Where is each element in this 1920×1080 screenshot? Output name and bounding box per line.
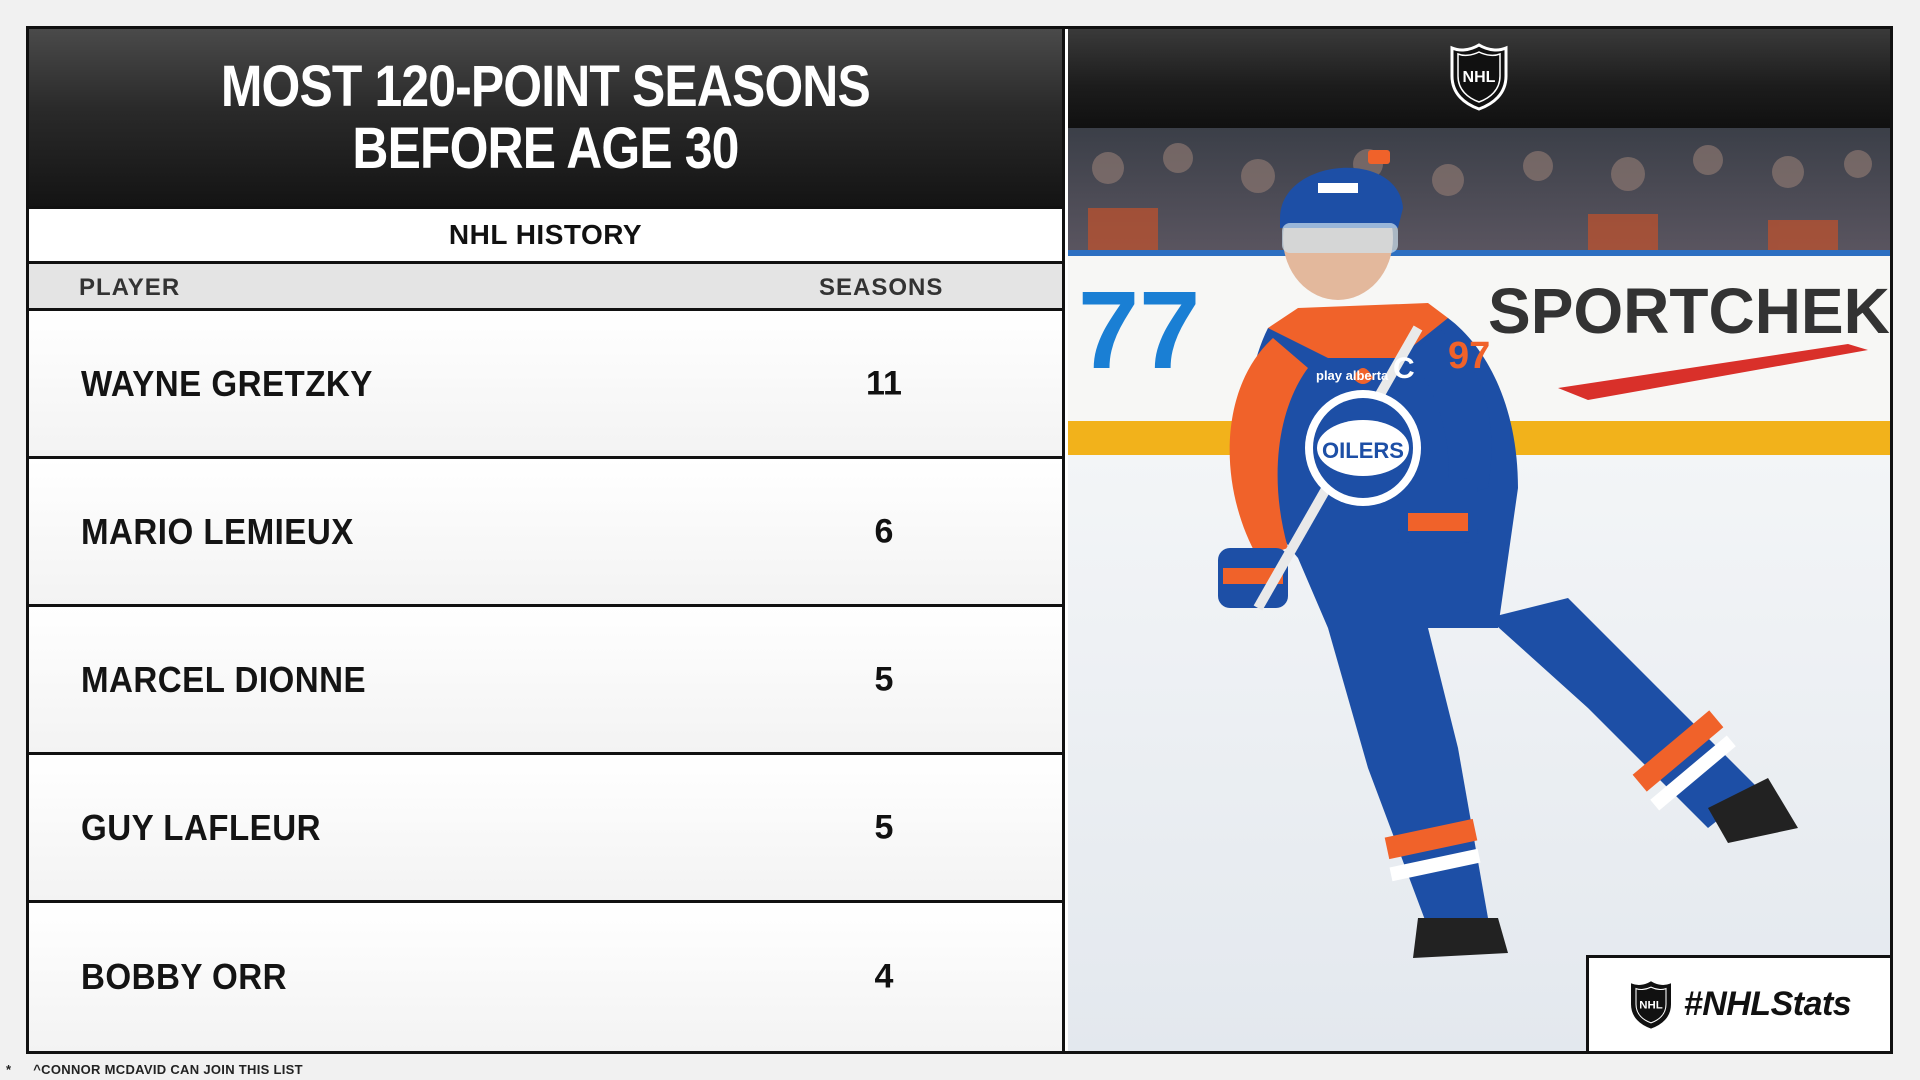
column-player: PLAYER bbox=[79, 274, 181, 301]
title-line-1: MOST 120-POINT SEASONS bbox=[220, 53, 871, 119]
player-name: MARIO LEMIEUX bbox=[81, 510, 354, 552]
jersey-sponsor: play alberta bbox=[1316, 368, 1389, 383]
infographic-frame: MOST 120-POINT SEASONS BEFORE AGE 30 NHL… bbox=[26, 26, 1893, 1054]
title-box: MOST 120-POINT SEASONS BEFORE AGE 30 bbox=[29, 29, 1062, 209]
board-number: 77 bbox=[1078, 269, 1200, 392]
board-sponsor: SPORTCHEK bbox=[1488, 275, 1890, 347]
footnote-text: ^CONNOR MCDAVID CAN JOIN THIS LIST bbox=[33, 1062, 303, 1077]
season-count: 6 bbox=[874, 512, 894, 550]
svg-text:NHL: NHL bbox=[1463, 69, 1496, 86]
season-count: 5 bbox=[874, 808, 894, 846]
player-name: MARCEL DIONNE bbox=[81, 658, 367, 700]
title-line-2: BEFORE AGE 30 bbox=[352, 115, 739, 181]
season-count: 5 bbox=[874, 660, 894, 698]
column-header: PLAYER SEASONS bbox=[29, 264, 1062, 311]
footnote: * ^CONNOR MCDAVID CAN JOIN THIS LIST bbox=[6, 1062, 303, 1077]
player-name: BOBBY ORR bbox=[81, 956, 287, 997]
table-row: WAYNE GRETZKY 11 bbox=[29, 311, 1062, 459]
crest-text: OILERS bbox=[1322, 438, 1404, 463]
table-row: MARCEL DIONNE 5 bbox=[29, 607, 1062, 755]
stats-panel: MOST 120-POINT SEASONS BEFORE AGE 30 NHL… bbox=[29, 29, 1065, 1051]
column-seasons: SEASONS bbox=[819, 274, 944, 301]
season-count: 4 bbox=[874, 957, 894, 996]
hashtag-box: NHL #NHLStats bbox=[1586, 955, 1890, 1051]
captain-letter: C bbox=[1393, 352, 1415, 385]
footnote-marker: * bbox=[6, 1062, 12, 1077]
player-photo: 77 SPORTCHEK bbox=[1068, 128, 1890, 1051]
subheader: NHL HISTORY bbox=[29, 209, 1062, 264]
svg-text:NHL: NHL bbox=[1639, 999, 1662, 1011]
table-row: GUY LAFLEUR 5 bbox=[29, 755, 1062, 903]
logo-bar: NHL bbox=[1068, 29, 1890, 128]
hashtag-text: #NHLStats bbox=[1683, 985, 1852, 1023]
table-row: BOBBY ORR 4 bbox=[29, 903, 1062, 1051]
hockey-player-illustration: 77 SPORTCHEK bbox=[1068, 128, 1890, 1051]
nhl-shield-icon: NHL bbox=[1450, 43, 1508, 111]
player-name: GUY LAFLEUR bbox=[81, 806, 321, 848]
season-count: 11 bbox=[866, 364, 902, 402]
photo-panel: NHL bbox=[1068, 29, 1890, 1051]
player-name: WAYNE GRETZKY bbox=[81, 362, 373, 404]
table-body: WAYNE GRETZKY 11 MARIO LEMIEUX 6 MARCEL … bbox=[29, 311, 1062, 1051]
table-row: MARIO LEMIEUX 6 bbox=[29, 459, 1062, 607]
jersey-number: 97 bbox=[1448, 335, 1490, 377]
nhl-shield-icon: NHL bbox=[1630, 980, 1671, 1029]
player-figure: OILERS play alberta C 97 bbox=[1218, 150, 1798, 958]
